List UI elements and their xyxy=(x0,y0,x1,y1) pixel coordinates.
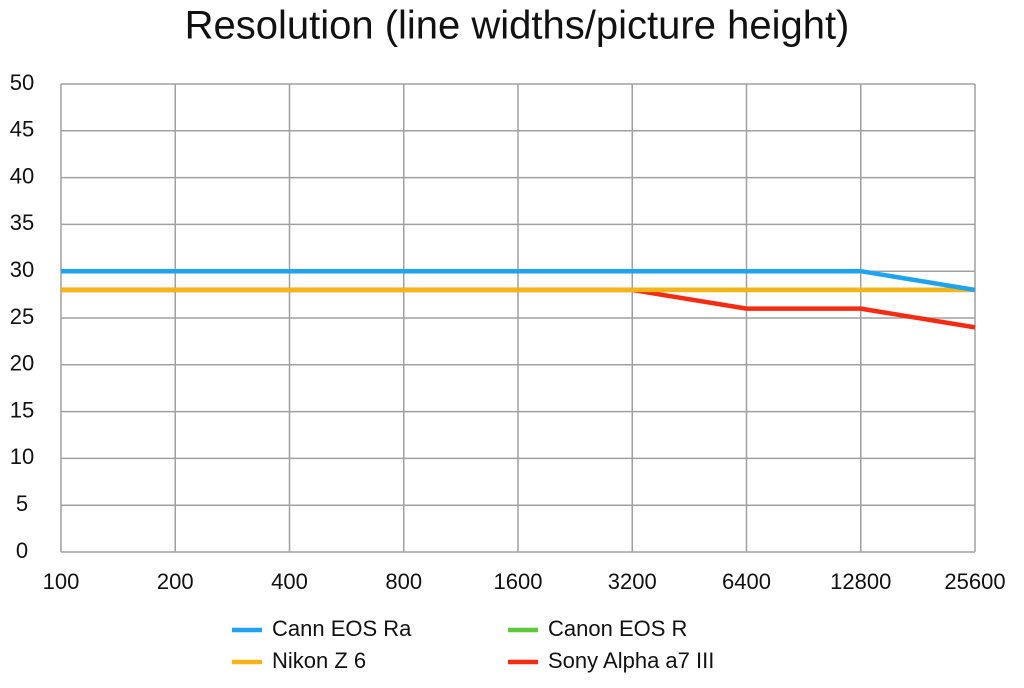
chart-title: Resolution (line widths/picture height) xyxy=(185,4,850,48)
y-tick-label: 5 xyxy=(16,491,28,516)
y-tick-label: 15 xyxy=(10,397,34,422)
y-tick-label: 45 xyxy=(10,117,34,142)
y-tick-label: 30 xyxy=(10,257,34,282)
x-tick-label: 800 xyxy=(385,569,422,594)
x-tick-label: 1600 xyxy=(494,569,543,594)
x-tick-label: 12800 xyxy=(830,569,891,594)
y-tick-label: 25 xyxy=(10,304,34,329)
y-tick-label: 20 xyxy=(10,351,34,376)
y-tick-label: 0 xyxy=(16,538,28,563)
x-tick-label: 400 xyxy=(271,569,308,594)
series-line xyxy=(61,268,976,293)
x-tick-label: 3200 xyxy=(608,569,657,594)
x-tick-label: 6400 xyxy=(722,569,771,594)
y-tick-label: 10 xyxy=(10,444,34,469)
x-tick-label: 100 xyxy=(43,569,80,594)
legend-label: Cann EOS Ra xyxy=(272,616,412,641)
x-tick-label: 200 xyxy=(157,569,194,594)
x-tick-label: 25600 xyxy=(944,569,1005,594)
legend-label: Canon EOS R xyxy=(548,616,687,641)
y-tick-label: 50 xyxy=(10,70,34,95)
legend-label: Sony Alpha a7 III xyxy=(548,648,714,673)
legend-label: Nikon Z 6 xyxy=(272,648,366,673)
y-tick-label: 40 xyxy=(10,163,34,188)
y-tick-label: 35 xyxy=(10,210,34,235)
